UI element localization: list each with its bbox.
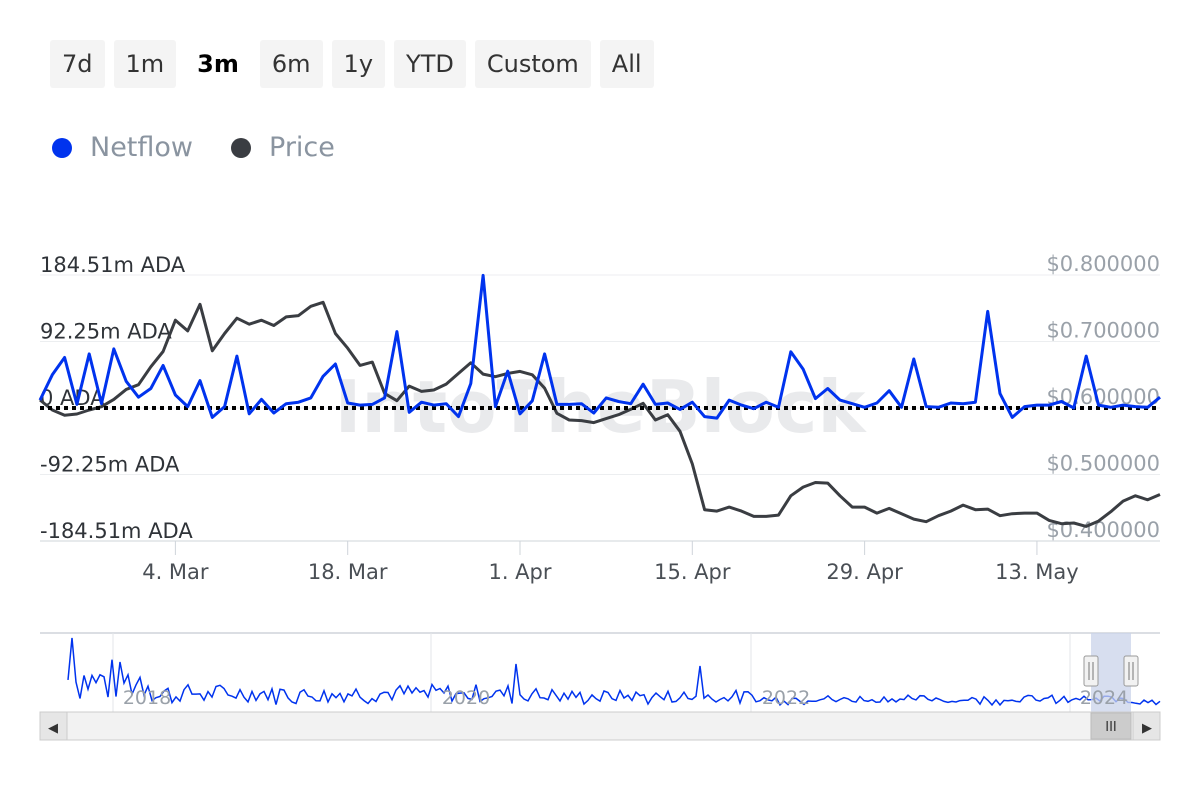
navigator-scrollbar[interactable]: ◀ III ▶	[39, 711, 1161, 741]
range-button-custom[interactable]: Custom	[474, 40, 591, 88]
x-tick-label: 4. Mar	[142, 560, 209, 584]
x-tick-label: 1. Apr	[488, 560, 551, 584]
scroll-left-button[interactable]	[39, 711, 68, 741]
scroll-left-arrow-icon: ◀	[48, 721, 58, 736]
x-tick-label: 18. Mar	[308, 560, 388, 584]
legend-item-netflow[interactable]: Netflow	[52, 132, 193, 163]
netflow-legend-dot	[52, 137, 72, 158]
y-left-tick-label: -92.25m ADA	[40, 452, 180, 476]
price-legend-dot	[231, 137, 252, 158]
scrollbar-grip-icon: III	[1105, 720, 1117, 735]
netflow-series-line	[38, 273, 1161, 420]
navigator-right-handle[interactable]	[1123, 655, 1139, 687]
navigator-series-line	[67, 637, 1161, 707]
y-right-tick-label: $0.500000	[1046, 452, 1160, 476]
range-button-7d[interactable]: 7d	[50, 40, 105, 88]
navigator-year-label: 2020	[442, 687, 490, 709]
legend: Netflow Price	[52, 132, 335, 163]
x-tick-label: 15. Apr	[654, 560, 731, 584]
y-right-tick-label: $0.700000	[1046, 319, 1160, 343]
range-selector: 7d 1m 3m 6m 1y YTD Custom All	[50, 40, 654, 88]
navigator-year-label: 2018	[123, 687, 171, 709]
range-button-1m[interactable]: 1m	[113, 40, 177, 88]
y-left-tick-label: 184.51m ADA	[40, 253, 186, 277]
range-button-all[interactable]: All	[599, 40, 654, 88]
navigator[interactable]	[40, 632, 1161, 713]
scrollbar-thumb[interactable]	[1090, 712, 1132, 740]
y-left-tick-label: 92.25m ADA	[40, 320, 172, 344]
legend-label-price: Price	[269, 132, 335, 163]
y-right-tick-label: $0.800000	[1046, 252, 1160, 276]
y-left-tick-label: -184.51m ADA	[40, 519, 193, 543]
scroll-right-arrow-icon: ▶	[1142, 721, 1152, 736]
navigator-left-handle[interactable]	[1083, 655, 1099, 687]
range-button-1y[interactable]: 1y	[331, 40, 386, 88]
x-tick-label: 29. Apr	[826, 560, 903, 584]
scrollbar-track[interactable]	[39, 711, 1161, 741]
navigator-year-label: 2024	[1080, 687, 1128, 709]
range-button-ytd[interactable]: YTD	[394, 40, 466, 88]
range-button-3m[interactable]: 3m	[185, 40, 251, 88]
price-series-line	[39, 300, 1161, 528]
y-right-tick-label: $0.400000	[1046, 518, 1160, 542]
x-tick-label: 13. May	[995, 560, 1079, 584]
navigator-year-label: 2022	[762, 687, 810, 709]
legend-label-netflow: Netflow	[90, 132, 194, 163]
range-button-6m[interactable]: 6m	[259, 40, 323, 88]
scroll-right-button[interactable]	[1132, 711, 1161, 741]
legend-item-price[interactable]: Price	[231, 132, 335, 163]
